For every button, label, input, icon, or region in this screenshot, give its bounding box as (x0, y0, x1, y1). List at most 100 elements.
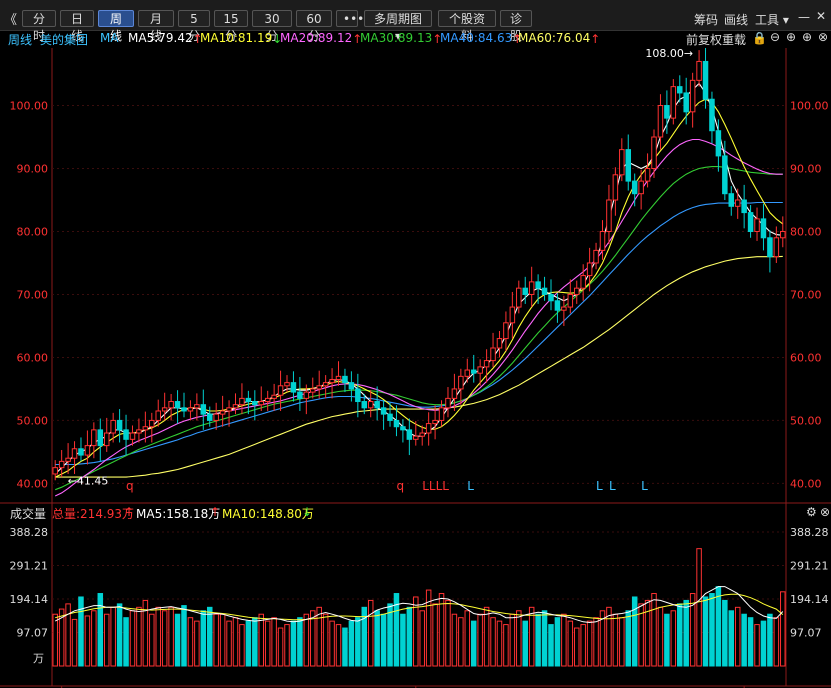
draw-button[interactable]: 画线 (724, 13, 749, 27)
back-icon[interactable]: 《 (4, 13, 18, 28)
stock-name: 美的集团 (40, 33, 89, 47)
volume-bar (470, 620, 477, 667)
volume-bar (65, 603, 71, 667)
volume-bar (84, 615, 91, 667)
chips-button[interactable]: 筹码 (694, 13, 719, 27)
candle-body (400, 426, 406, 431)
volume-bar (747, 617, 754, 667)
candle-body (361, 401, 368, 409)
volume-tick-left: 97.07 (17, 627, 49, 640)
restore-right-label[interactable]: 前复权 (686, 33, 723, 47)
volume-bar (213, 613, 219, 667)
toolbar-button-4[interactable]: 5分 (178, 10, 210, 43)
price-tick-left: 40.00 (17, 477, 49, 490)
price-tick-left: 50.00 (17, 414, 49, 427)
candle-body (773, 237, 780, 258)
candle-body (206, 413, 213, 421)
toolbar-button-7[interactable]: 60分 (296, 10, 332, 43)
volume-bar (438, 593, 445, 667)
high-annotation: 108.00→ (645, 48, 693, 60)
toolbar-button-0[interactable]: 分时 (22, 10, 56, 43)
candle-body (554, 300, 561, 311)
volume-bar (271, 617, 277, 667)
volume-bar (573, 627, 580, 667)
candle-body (226, 407, 232, 412)
volume-ma10-line (55, 593, 784, 621)
candle-body (155, 410, 161, 421)
candle-body (728, 193, 735, 207)
stock-chart[interactable]: 40.00 40.00 50.00 50.00 60.00 60.00 70.00 70.00… (0, 48, 831, 688)
volume-ma5: MA5:158.18万 (136, 507, 221, 521)
zoom-in-icon[interactable]: ⊕ (786, 30, 797, 44)
volume-bar (451, 613, 458, 667)
candle-body (599, 230, 606, 251)
candle-body (548, 293, 554, 302)
candle-body (322, 382, 329, 387)
period-label: 周线 (8, 33, 33, 47)
candle-body (503, 322, 509, 340)
volume-bar (413, 596, 419, 667)
close-circle-icon[interactable]: ⊗ (820, 505, 831, 519)
ma30-line (55, 166, 783, 491)
ma-arrow: ↑ (512, 32, 523, 46)
candle-body (580, 275, 586, 289)
toolbar-button-8[interactable]: ••• (336, 10, 364, 27)
lock-icon[interactable]: 🔒 (752, 31, 767, 45)
ma-legend-item: MA60:76.04↑ (518, 31, 601, 46)
volume-bar (393, 593, 400, 667)
volume-bar (606, 606, 612, 667)
volume-bar (516, 610, 522, 667)
volume-bar (161, 610, 168, 667)
volume-bar (464, 610, 471, 667)
candle-body (522, 287, 528, 295)
volume-bar (316, 606, 322, 667)
toolbar-button-11[interactable]: 诊股 (500, 10, 532, 43)
candle-body (393, 419, 400, 428)
candle-body (264, 397, 271, 403)
volume-bar (168, 606, 174, 667)
toolbar-button-1[interactable]: 日线 (60, 10, 94, 43)
toolbar-button-3[interactable]: 月线 (138, 10, 174, 43)
ma40-line (55, 201, 783, 466)
candle-body (110, 419, 116, 434)
candle-body (194, 404, 200, 409)
price-tick-right: 50.00 (790, 414, 822, 427)
settings-icon[interactable]: ⚙ (806, 505, 817, 519)
candle-body (425, 423, 432, 434)
candle-body (355, 388, 361, 403)
candle-body (232, 404, 239, 409)
toolbar-button-5[interactable]: 15分 (214, 10, 248, 43)
candle-body (619, 149, 625, 176)
volume-bar (155, 606, 161, 667)
tools-button[interactable]: 工具 ▾ (755, 13, 789, 27)
toolbar-button-10[interactable]: 个股资料 (438, 10, 496, 43)
volume-tick-right: 97.07 (790, 627, 822, 640)
candle-body (123, 429, 129, 440)
candle-body (348, 382, 355, 390)
candle-body (631, 180, 638, 195)
volume-bar (110, 606, 116, 667)
volume-bar (580, 624, 586, 667)
reload-label[interactable]: 重载 (722, 33, 747, 47)
plus-circle-icon[interactable]: ⊕ (802, 30, 813, 44)
candle-body (200, 404, 207, 415)
minus-icon[interactable]: — (798, 10, 810, 24)
candle-body (734, 199, 741, 207)
volume-bar (187, 617, 194, 667)
volume-bar (535, 613, 541, 667)
close-circle-icon[interactable]: ⊗ (818, 30, 829, 44)
candle-body (722, 155, 728, 195)
candle-body (664, 105, 670, 119)
candle-body (142, 426, 149, 431)
volume-bar (683, 599, 689, 667)
toolbar-button-2[interactable]: 周线 (98, 10, 134, 43)
volume-tick-left: 291.21 (10, 560, 49, 573)
price-tick-right: 70.00 (790, 288, 822, 301)
zoom-out-icon[interactable]: ⊖ (770, 30, 781, 44)
toolbar-button-9[interactable]: 多周期图 ▾ (364, 10, 432, 43)
volume-ma10: MA10:148.80万 (222, 507, 314, 521)
toolbar-button-6[interactable]: 30分 (252, 10, 292, 43)
close-icon[interactable]: ✕ (816, 9, 827, 23)
candle-body (432, 419, 438, 425)
volume-bar (194, 620, 200, 667)
